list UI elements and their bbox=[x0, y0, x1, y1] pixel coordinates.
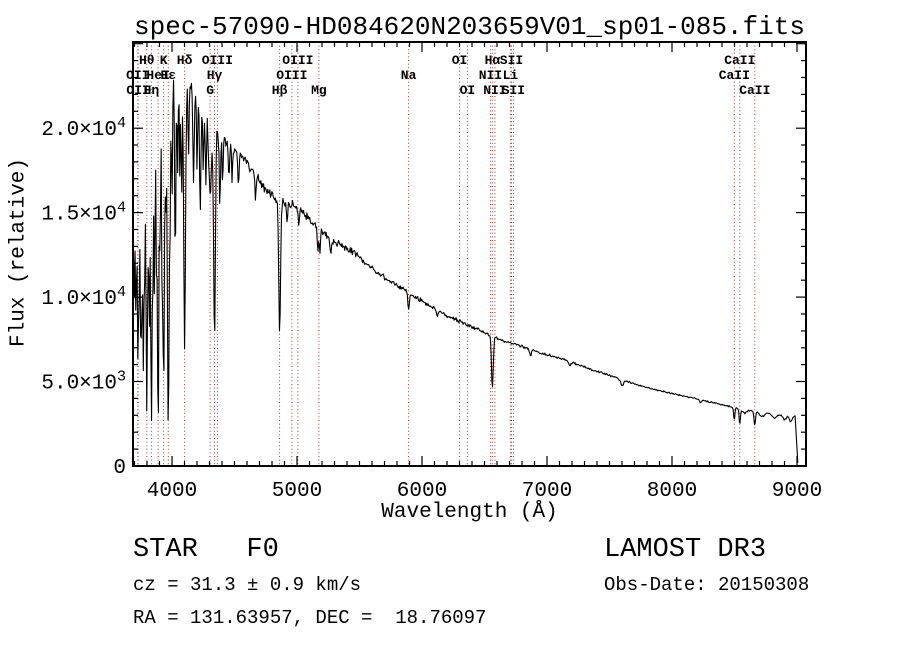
svg-text:4000: 4000 bbox=[147, 480, 197, 503]
svg-text:9000: 9000 bbox=[772, 480, 822, 503]
annotation-object-class: STAR F0 bbox=[133, 535, 279, 565]
svg-text:K: K bbox=[160, 53, 168, 68]
svg-text:Hθ: Hθ bbox=[139, 53, 155, 68]
svg-text:OIII: OIII bbox=[276, 68, 307, 83]
annotation-ra-dec: RA = 131.63957, DEC = 18.76097 bbox=[133, 607, 487, 629]
annotation-survey: LAMOST DR3 bbox=[604, 535, 767, 565]
svg-text:2.0×104: 2.0×104 bbox=[41, 115, 126, 142]
svg-text:G: G bbox=[206, 83, 214, 98]
svg-text:OII: OII bbox=[126, 68, 149, 83]
svg-text:CaII: CaII bbox=[739, 83, 770, 98]
svg-text:Na: Na bbox=[401, 68, 417, 83]
annotation-cz: cz = 31.3 ± 0.9 km/s bbox=[133, 574, 362, 596]
svg-text:5.0×103: 5.0×103 bbox=[41, 369, 126, 396]
svg-text:NII: NII bbox=[479, 68, 502, 83]
svg-text:7000: 7000 bbox=[522, 480, 572, 503]
svg-text:5000: 5000 bbox=[272, 480, 322, 503]
svg-text:1.5×104: 1.5×104 bbox=[41, 200, 126, 227]
svg-text:SII: SII bbox=[502, 83, 525, 98]
svg-text:Hα: Hα bbox=[485, 53, 501, 68]
svg-text:CaII: CaII bbox=[724, 53, 755, 68]
spectrum-plot-canvas: OIIOIIHθHηHeIKHεHδGHγOIIIHβOIIIOIIIMgNaO… bbox=[41, 41, 822, 503]
svg-text:1.0×104: 1.0×104 bbox=[41, 284, 126, 311]
svg-text:Hδ: Hδ bbox=[177, 53, 193, 68]
svg-text:6000: 6000 bbox=[397, 480, 447, 503]
svg-text:OI: OI bbox=[452, 53, 468, 68]
svg-text:Hγ: Hγ bbox=[207, 68, 223, 83]
x-axis-label: Wavelength (Å) bbox=[381, 501, 558, 524]
svg-text:Hβ: Hβ bbox=[272, 83, 288, 98]
svg-text:HeI: HeI bbox=[146, 68, 169, 83]
svg-text:8000: 8000 bbox=[647, 480, 697, 503]
svg-text:OI: OI bbox=[460, 83, 476, 98]
svg-text:0: 0 bbox=[113, 457, 126, 480]
svg-text:Hε: Hε bbox=[160, 68, 176, 83]
svg-text:NII: NII bbox=[483, 83, 506, 98]
svg-text:OIII: OIII bbox=[202, 53, 233, 68]
svg-text:Mg: Mg bbox=[311, 83, 327, 98]
svg-text:Hη: Hη bbox=[144, 83, 160, 98]
svg-text:Li: Li bbox=[503, 68, 519, 83]
annotation-obs-date: Obs-Date: 20150308 bbox=[604, 574, 810, 596]
svg-text:OIII: OIII bbox=[282, 53, 313, 68]
plot-title: spec-57090-HD084620N203659V01_sp01-085.f… bbox=[134, 12, 805, 42]
svg-text:SII: SII bbox=[500, 53, 523, 68]
svg-text:CaII: CaII bbox=[719, 68, 750, 83]
